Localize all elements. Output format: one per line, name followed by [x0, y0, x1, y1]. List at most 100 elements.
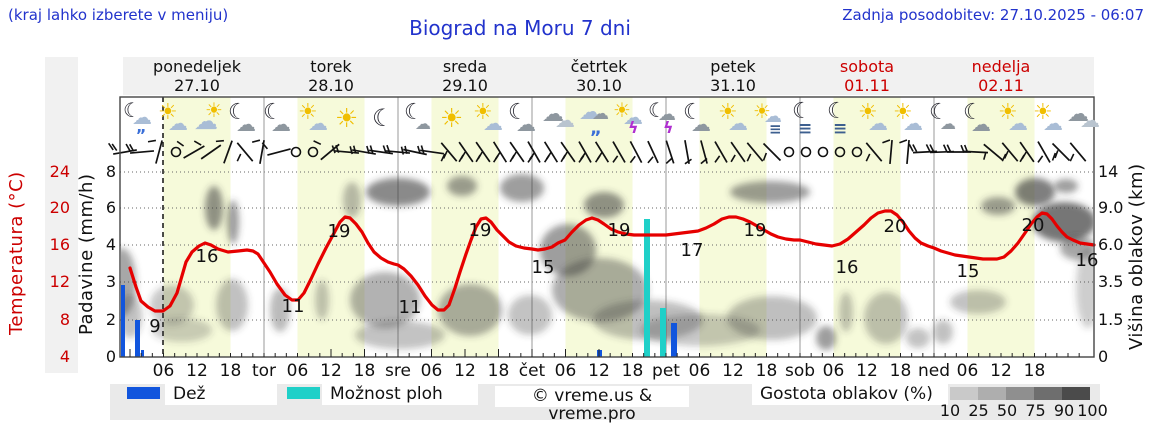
glyph: ☀ [473, 100, 493, 125]
density-scale-value: 100 [1077, 401, 1108, 420]
temperature-label: 11 [281, 296, 305, 317]
glyph: ☁ [542, 102, 564, 127]
glyph: ☀ [718, 100, 738, 125]
glyph: ☾ [792, 99, 812, 124]
glyph: ☀ [613, 98, 631, 122]
glyph: ☁ [1067, 102, 1089, 127]
glyph: ☁ [940, 114, 956, 133]
weather-icon-moon: ☾ [364, 99, 400, 133]
weather-icon-clouds: ☁ ☁ [1064, 99, 1100, 133]
day-header: ponedeljek 27.10 [130, 57, 264, 95]
temp-tick: 20 [49, 198, 70, 217]
glyph: ☁ [483, 111, 503, 135]
glyph: ☀ [298, 100, 318, 125]
temperature-label: 19 [327, 221, 351, 242]
time-tick-label: 06 [554, 361, 577, 381]
density-scale-value: 10 [939, 401, 961, 420]
time-tick-label: sob [784, 361, 816, 381]
weather-icon-moon-cloud: ☾ ☁ [959, 99, 995, 136]
temp-tick: 24 [49, 162, 70, 181]
weather-icon-sun-cloud: ☀ ☁ [469, 99, 505, 135]
cloud-height-tick: 3.5 [1098, 272, 1124, 291]
glyph: ≡ [833, 119, 848, 139]
day-header: sreda 29.10 [398, 57, 532, 95]
glyph: ϟ [628, 118, 639, 137]
temperature-label: 19 [607, 220, 631, 241]
temperature-label: 20 [1021, 215, 1045, 236]
time-tick-label: 18 [755, 361, 778, 381]
glyph: ☁ [271, 112, 291, 136]
density-scale-segment [1034, 387, 1062, 400]
density-scale-value: 50 [996, 401, 1018, 420]
glyph: ☁ [308, 111, 328, 135]
temperature-label: 15 [956, 261, 980, 282]
day-header: četrtek 30.10 [532, 57, 666, 95]
weather-icon-sun-cloud: ☀ ☁ [294, 99, 330, 135]
weather-icon-sun-cloud: ☀ ☁ [714, 99, 750, 134]
page-title: Biograd na Moru 7 dni [409, 16, 631, 40]
density-scale-segment [1062, 387, 1090, 400]
rain-tick: 6 [105, 198, 116, 217]
time-tick-label: 18 [487, 361, 510, 381]
time-tick-label: 06 [286, 361, 309, 381]
day-date: 27.10 [174, 76, 220, 95]
copyright-link[interactable]: © vreme.us & vreme.pro [495, 386, 689, 423]
glyph: ☁ [415, 114, 431, 133]
weather-icon-sun: ☀ [434, 99, 470, 133]
menu-hint-text: (kraj lahko izberete v meniju) [8, 6, 229, 24]
rain-tick: 2 [105, 310, 116, 329]
weather-icon-moon-cloud: ☾ ☁ [224, 99, 260, 135]
weather-icon-moon-cloud-drizzle: ☾ ☁ „ [119, 98, 155, 135]
glyph: ☁ [132, 105, 152, 129]
glyph: ☾ [228, 100, 248, 125]
cloud-height-tick: 9.0 [1098, 198, 1124, 217]
day-name: ponedeljek [153, 57, 241, 76]
temperature-label: 17 [680, 240, 704, 261]
day-header: petek 31.10 [666, 57, 800, 95]
glyph: ϟ [663, 118, 674, 137]
density-scale-value: 90 [1053, 401, 1075, 420]
temp-tick: 12 [49, 272, 70, 291]
time-tick-label: 12 [990, 361, 1012, 381]
time-tick-label: čet [518, 361, 546, 381]
glyph: ☁ [516, 112, 536, 136]
temp-tick: 16 [49, 235, 70, 254]
last-update-text: Zadnja posodobitev: 27.10.2025 - 06:07 [842, 6, 1144, 24]
rain-legend-label: Dež [165, 384, 277, 405]
time-tick-label: 06 [152, 361, 175, 381]
weather-icon-moon-cloud-small: ☾ ☁ [924, 99, 960, 133]
time-tick-label: 12 [722, 361, 744, 381]
day-name: četrtek [570, 57, 628, 76]
temperature-label: 16 [835, 257, 859, 278]
time-tick-label: tor [251, 361, 277, 381]
day-header-band [123, 57, 1094, 95]
day-date: 01.11 [844, 76, 890, 95]
glyph: „ [590, 118, 602, 139]
weather-icon-sun-cloud: ☀ ☁ [854, 99, 890, 134]
day-header: torek 28.10 [264, 57, 398, 95]
weather-icon-moon-storm: ☾ ☁ ϟ [644, 98, 680, 137]
glyph: ☾ [123, 98, 141, 122]
weather-icon-clouds: ☁ ☁ [539, 99, 575, 133]
density-scale-segment [978, 387, 1006, 400]
glyph: ☁ [971, 112, 991, 136]
glyph: ☾ [648, 98, 666, 122]
day-name: petek [710, 57, 756, 76]
weather-icon-moon-fog: ☾ ≡ [819, 99, 855, 138]
glyph: ☀ [205, 98, 223, 122]
day-header: nedelja 02.11 [934, 57, 1068, 95]
weather-icon-moon-fog: ☾ ≡ [784, 99, 820, 138]
time-tick-label: 18 [621, 361, 644, 381]
glyph: ☁ [623, 105, 643, 129]
day-date: 02.11 [978, 76, 1024, 95]
weather-icon-moon-cloud-small: ☾ ☁ [399, 99, 435, 133]
glyph: ☾ [929, 100, 949, 125]
time-tick-label: 18 [1023, 361, 1046, 381]
glyph: ☾ [404, 100, 424, 125]
day-name: sobota [839, 57, 895, 76]
glyph: ☾ [263, 100, 283, 125]
glyph: ☀ [753, 99, 771, 123]
time-tick-label: ned [917, 361, 951, 381]
weather-icon-cloud-sun: ☀ ☁ [189, 99, 225, 133]
